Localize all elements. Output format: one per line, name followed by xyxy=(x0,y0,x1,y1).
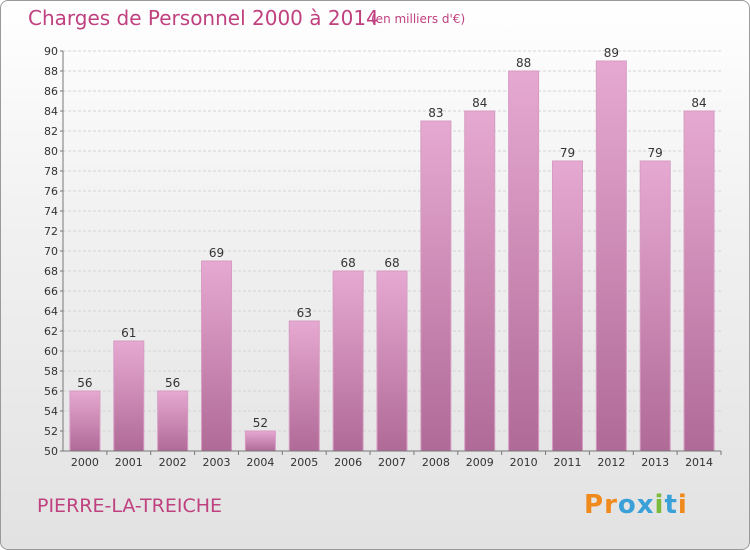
bar xyxy=(464,110,496,452)
y-tick-label: 52 xyxy=(44,425,58,438)
x-tick-label: 2003 xyxy=(203,456,231,469)
logo-letter: r xyxy=(604,490,618,520)
bar xyxy=(551,160,583,452)
axes xyxy=(60,50,722,455)
data-label: 68 xyxy=(340,256,355,270)
bar xyxy=(376,270,408,452)
x-tick-label: 2006 xyxy=(334,456,362,469)
x-tick-label: 2000 xyxy=(71,456,99,469)
bar xyxy=(508,70,540,452)
data-label: 84 xyxy=(472,96,487,110)
x-tick-label: 2013 xyxy=(641,456,669,469)
data-label: 89 xyxy=(604,46,619,60)
y-tick-label: 54 xyxy=(44,405,58,418)
bar xyxy=(639,160,671,452)
x-tick-label: 2010 xyxy=(510,456,538,469)
data-label: 56 xyxy=(77,376,92,390)
y-tick-label: 50 xyxy=(44,445,58,458)
y-tick-label: 66 xyxy=(44,285,58,298)
bar xyxy=(683,110,715,452)
y-tick-label: 56 xyxy=(44,385,58,398)
data-label: 79 xyxy=(560,146,575,160)
bar xyxy=(420,120,452,452)
data-label: 88 xyxy=(516,56,531,70)
x-tick-label: 2002 xyxy=(159,456,187,469)
bars xyxy=(69,60,715,452)
bar xyxy=(113,340,145,452)
x-tick-label: 2008 xyxy=(422,456,450,469)
bar xyxy=(201,260,233,452)
data-label: 69 xyxy=(209,246,224,260)
y-tick-label: 72 xyxy=(44,225,58,238)
logo-letter: P xyxy=(584,490,605,520)
y-tick-label: 78 xyxy=(44,165,58,178)
data-label: 83 xyxy=(428,106,443,120)
y-tick-label: 74 xyxy=(44,205,58,218)
y-tick-label: 82 xyxy=(44,125,58,138)
bar xyxy=(157,390,189,452)
bar xyxy=(69,390,101,452)
data-label: 84 xyxy=(691,96,706,110)
x-tick-label: 2005 xyxy=(290,456,318,469)
y-tick-label: 88 xyxy=(44,65,58,78)
x-tick-label: 2001 xyxy=(115,456,143,469)
y-tick-label: 70 xyxy=(44,245,58,258)
x-tick-label: 2004 xyxy=(246,456,274,469)
logo-letter: o xyxy=(617,490,637,520)
chart-title: Charges de Personnel 2000 à 2014 xyxy=(28,6,379,30)
y-tick-label: 86 xyxy=(44,85,58,98)
bar xyxy=(332,270,364,452)
data-label: 79 xyxy=(648,146,663,160)
bar xyxy=(244,430,276,452)
data-label: 61 xyxy=(121,326,136,340)
x-tick-label: 2012 xyxy=(597,456,625,469)
y-tick-label: 68 xyxy=(44,265,58,278)
y-tick-label: 62 xyxy=(44,325,58,338)
y-tick-label: 58 xyxy=(44,365,58,378)
x-tick-label: 2007 xyxy=(378,456,406,469)
y-tick-label: 76 xyxy=(44,185,58,198)
x-tick-label: 2009 xyxy=(466,456,494,469)
bar xyxy=(288,320,320,452)
x-tick-label: 2011 xyxy=(553,456,581,469)
logo-letter: x xyxy=(636,490,655,520)
data-label: 56 xyxy=(165,376,180,390)
logo-letter: t xyxy=(664,490,678,520)
y-tick-label: 90 xyxy=(44,45,58,58)
chart-subtitle: (en milliers d'€) xyxy=(371,12,466,26)
y-tick-label: 64 xyxy=(44,305,58,318)
y-tick-label: 60 xyxy=(44,345,58,358)
proxiti-logo: Proxiti xyxy=(584,490,688,520)
y-tick-label: 80 xyxy=(44,145,58,158)
y-tick-label: 84 xyxy=(44,105,58,118)
commune-name: PIERRE-LA-TREICHE xyxy=(37,495,223,517)
tick-labels: 50 52 54 56 58 60 62 64 66 68 70 72 74 76 78 80 82 84 86 88… xyxy=(44,45,713,469)
data-label: 68 xyxy=(384,256,399,270)
logo-letter: i xyxy=(654,490,665,520)
data-label: 52 xyxy=(253,416,268,430)
bar xyxy=(595,60,627,452)
data-label: 63 xyxy=(297,306,312,320)
x-tick-label: 2014 xyxy=(685,456,713,469)
logo-letter: i xyxy=(677,490,688,520)
